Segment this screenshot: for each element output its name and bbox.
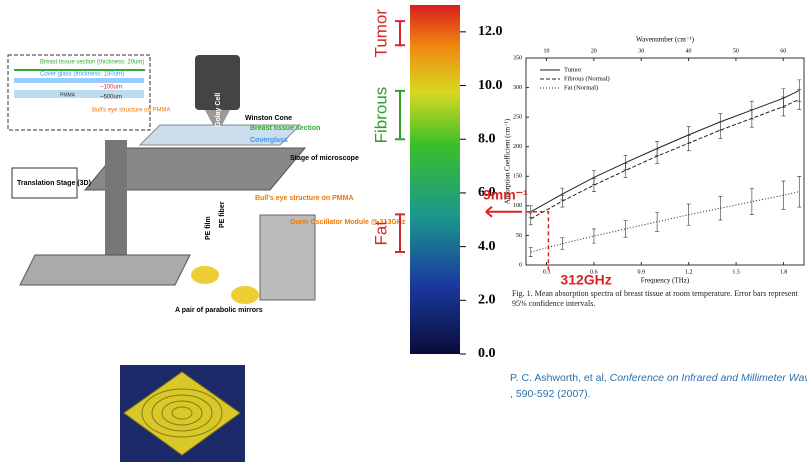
- inset-label: ~500um: [100, 95, 122, 101]
- x2-tick-label: 40: [686, 48, 692, 54]
- x-tick-label: 1.2: [685, 269, 693, 275]
- error-bar: [797, 89, 801, 109]
- annotation-label: 312GHz: [560, 272, 611, 288]
- x2-tick-label: 60: [780, 48, 786, 54]
- mirror: [191, 266, 219, 284]
- base: [20, 255, 190, 285]
- x-tick-label: 0.9: [638, 269, 646, 275]
- y-tick-label: 250: [513, 115, 522, 121]
- error-bar: [624, 163, 628, 177]
- setup-label: A pair of parabolic mirrors: [175, 307, 263, 314]
- colorbar-tick-label: 2.0: [478, 293, 496, 308]
- colorbar-tick-label: 10.0: [478, 78, 503, 93]
- x-tick-label: 1.5: [732, 269, 740, 275]
- y-tick-label: 350: [513, 55, 522, 61]
- citation-authors: P. C. Ashworth, et al,: [510, 372, 607, 384]
- colorbar: [410, 5, 460, 354]
- gunn-oscillator: [260, 215, 315, 300]
- setup-label: Bull's eye structure on PMMA: [255, 195, 354, 202]
- region-label: Fat: [371, 221, 390, 246]
- x2-tick-label: 10: [544, 48, 550, 54]
- setup-label: Golay Cell: [215, 93, 222, 127]
- series-line: [531, 192, 800, 252]
- annotation-guide: [526, 212, 548, 273]
- colorbar-tick-label: 0.0: [478, 346, 496, 361]
- inset-label: Bull's eye structure on PMMA: [92, 108, 171, 114]
- x2-tick-label: 30: [638, 48, 644, 54]
- y-tick-label: 200: [513, 144, 522, 150]
- setup-label: Translation Stage (3D): [17, 180, 91, 187]
- error-bar: [560, 238, 564, 250]
- inset-label: Breast tissue section (thickness: 20um): [40, 60, 144, 66]
- inset-glass: [14, 78, 144, 83]
- citation-venue: Conference on Infrared and Millimeter Wa…: [610, 372, 807, 384]
- figure-caption: Fig. 1. Mean absorption spectra of breas…: [512, 289, 804, 308]
- colorbar-tick-label: 8.0: [478, 131, 496, 146]
- y-tick-label: 0: [519, 262, 522, 268]
- x2-tick-label: 20: [591, 48, 597, 54]
- legend-label: Fat (Normal): [564, 84, 598, 91]
- inset-label: PMMA: [60, 92, 76, 98]
- inset-pmma: [14, 90, 144, 98]
- column: [105, 140, 127, 270]
- series-line: [531, 91, 800, 212]
- colorbar-tick-label: 4.0: [478, 239, 496, 254]
- setup-label: Stage of microscope: [290, 155, 359, 162]
- x-tick-label: 1.8: [780, 269, 788, 275]
- legend-label: Tumor: [564, 66, 582, 73]
- region-bracket: [395, 91, 405, 139]
- caption-box: Fig. 1. Mean absorption spectra of breas…: [512, 289, 804, 319]
- x-axis-label: Frequency (THz): [641, 277, 690, 285]
- slide: Breast tissue section (thickness: 20um) …: [0, 0, 807, 462]
- y-tick-label: 150: [513, 174, 522, 180]
- setup-label: PE fiber: [219, 201, 226, 228]
- citation: P. C. Ashworth, et al, Conference on Inf…: [510, 372, 807, 384]
- setup-label: PE film: [205, 216, 212, 240]
- region-label: Fibrous: [371, 87, 390, 144]
- inset-label: Cover glass (thickness: 180um): [40, 72, 124, 78]
- y-tick-label: 100: [513, 203, 522, 209]
- bulls-eye-image: [120, 365, 245, 462]
- error-bar: [592, 179, 596, 192]
- y-tick-label: 300: [513, 85, 522, 91]
- setup-figure: Breast tissue section (thickness: 20um) …: [8, 55, 406, 314]
- region-label: Tumor: [371, 9, 390, 58]
- citation-pages: , 590-592 (2007).: [510, 388, 591, 400]
- region-bracket: [395, 21, 405, 45]
- y-tick-label: 50: [516, 233, 522, 239]
- inset-label: ~100um: [100, 85, 122, 91]
- setup-label: Winston Cone: [245, 115, 292, 122]
- setup-label: Coverglass: [250, 137, 288, 144]
- colorbar-tick-label: 12.0: [478, 24, 503, 39]
- legend-label: Fibrous (Normal): [564, 75, 610, 82]
- setup-label: Breast tissue section: [250, 125, 320, 132]
- series-line: [531, 99, 800, 218]
- mirror: [231, 286, 259, 304]
- x2-axis-label: Wavenumber (cm⁻¹): [636, 36, 695, 44]
- annotation-label: 9mm⁻¹: [483, 186, 528, 202]
- x2-tick-label: 50: [733, 48, 739, 54]
- error-bar: [781, 181, 785, 209]
